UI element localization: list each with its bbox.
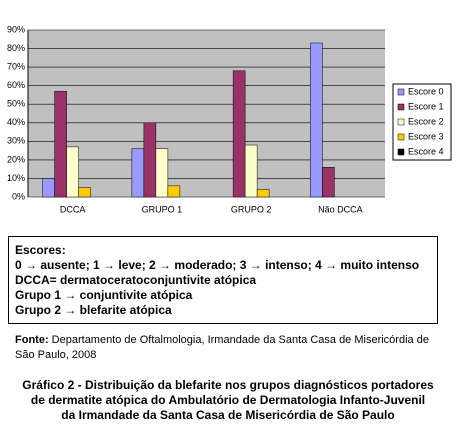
legend-label: Escore 2 [408, 116, 444, 126]
bar [42, 178, 55, 198]
bar [78, 187, 91, 198]
bar [155, 148, 169, 198]
legend-swatch [397, 103, 405, 111]
caption-line: de dermatite atópica do Ambulatório de D… [30, 393, 426, 407]
caption-line: da Irmandade da Santa Casa de Misericórd… [61, 408, 395, 422]
x-tick-label: GRUPO 2 [231, 204, 272, 214]
source-text: Departamento de Oftalmologia, Irmandade … [15, 334, 429, 361]
y-tick-label: 60% [7, 80, 25, 90]
legend-swatch [397, 133, 405, 141]
bar [256, 189, 270, 198]
y-tick-label: 10% [7, 173, 25, 183]
caption-line: Gráfico 2 - Distribuição da blefarite no… [22, 378, 434, 392]
legend-label: Escore 0 [408, 86, 444, 96]
x-tick-label: DCCA [60, 204, 86, 214]
notes-line: Grupo 2 → blefarite atópica [15, 303, 172, 317]
x-tick-label: GRUPO 1 [142, 204, 183, 214]
y-tick-label: 30% [7, 136, 25, 146]
source-label: Fonte: [15, 334, 49, 346]
bar [143, 122, 157, 198]
y-tick-label: 50% [7, 99, 25, 109]
caption: Gráfico 2 - Distribuição da blefarite no… [0, 378, 456, 423]
bar [66, 146, 79, 198]
bar [232, 70, 246, 198]
y-tick-label: 20% [7, 154, 25, 164]
notes-line: Grupo 1 → conjuntivite atópica [15, 288, 193, 302]
legend-swatch [397, 148, 405, 156]
y-tick-label: 80% [7, 43, 25, 53]
bar [54, 90, 67, 198]
source: Fonte: Departamento de Oftalmologia, Irm… [15, 333, 445, 363]
legend-swatch [397, 88, 405, 96]
x-tick-label: Não DCCA [318, 204, 363, 214]
notes-heading: Escores: [15, 243, 66, 257]
y-tick-label: 0% [12, 191, 25, 201]
bar [244, 144, 258, 198]
y-tick-label: 70% [7, 61, 25, 71]
chart: 0% 10% 20% 30% 40% 50% 60% 70% 80% 90% DCCA GRUPO 1… [7, 24, 452, 214]
notes: Escores: 0 → ausente; 1 → leve; 2 → mode… [8, 236, 438, 324]
y-tick-label: 90% [7, 24, 25, 34]
bar [167, 185, 181, 198]
legend-label: Escore 1 [408, 101, 444, 111]
legend-label: Escore 3 [408, 131, 444, 141]
notes-line: DCCA= dermatoceratoconjuntivite atópica [15, 273, 257, 287]
bar [322, 167, 335, 198]
bar [310, 42, 323, 198]
legend-label: Escore 4 [408, 146, 444, 156]
y-tick-label: 40% [7, 117, 25, 127]
bar [131, 148, 145, 198]
legend-swatch [397, 118, 405, 126]
notes-line: 0 → ausente; 1 → leve; 2 → moderado; 3 →… [15, 258, 420, 272]
